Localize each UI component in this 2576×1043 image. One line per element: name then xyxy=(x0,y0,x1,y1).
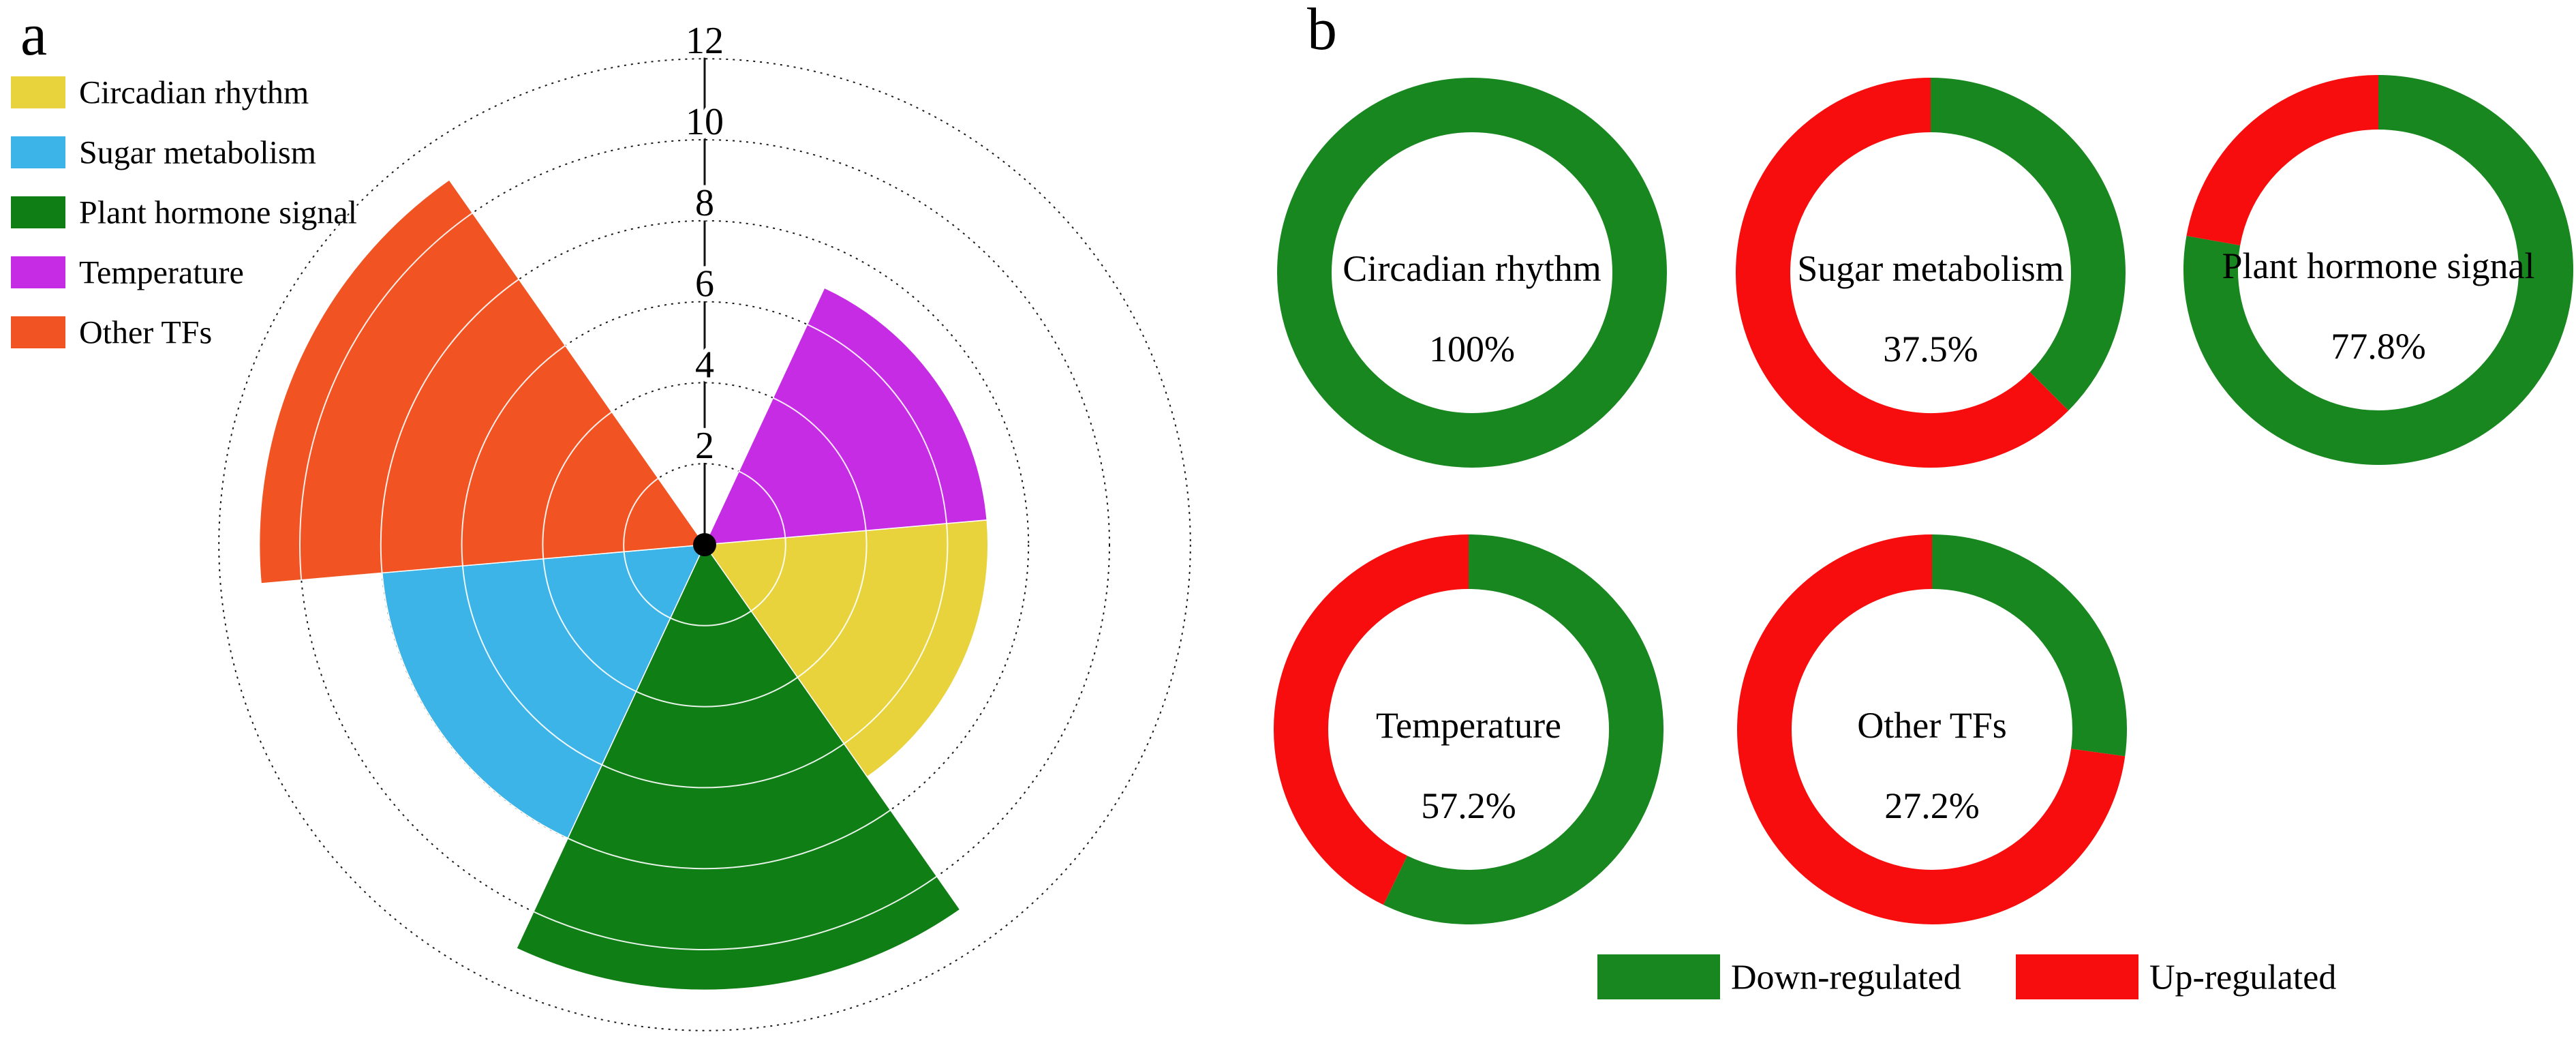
donut-down-arc xyxy=(1383,534,1663,924)
donut-title-0: Circadian rhythm xyxy=(1343,248,1601,289)
rose-legend-label-4: Other TFs xyxy=(79,315,212,351)
rose-tick-label-8: 8 xyxy=(695,182,714,224)
donut-down-arc xyxy=(2183,75,2573,465)
donut-down-arc xyxy=(1277,78,1667,468)
rose-grid-overlay-10 xyxy=(299,179,988,950)
donut-legend-label-1: Up-regulated xyxy=(2149,958,2336,997)
rose-legend-swatch-3 xyxy=(11,256,65,288)
donut-temperature: Temperature 57.2% xyxy=(1274,534,1663,924)
rose-tick-label-4: 4 xyxy=(695,344,714,386)
rose-legend-swatch-0 xyxy=(11,76,65,108)
donut-percentage-2: 77.8% xyxy=(2331,326,2425,367)
donut-legend-label-0: Down-regulated xyxy=(1731,958,1961,997)
donut-up-arc xyxy=(1737,534,2126,924)
rose-legend-swatch-4 xyxy=(11,316,65,348)
donut-up-arc xyxy=(1736,78,2069,468)
rose-wedges xyxy=(258,179,989,991)
donut-circadian-rhythm: Circadian rhythm 100% xyxy=(1277,78,1667,468)
donut-charts: Circadian rhythm 100% Sugar metabolism 37.5… xyxy=(1274,75,2573,924)
rose-tick-label-12: 12 xyxy=(686,20,724,62)
donut-down-arc xyxy=(1931,534,2127,757)
rose-wedge-plant-hormone-signal xyxy=(515,543,961,991)
rose-legend-swatch-1 xyxy=(11,136,65,168)
donut-up-arc xyxy=(1274,534,1469,905)
donut-percentage-3: 57.2% xyxy=(1421,785,1516,826)
rose-grid-circle-12 xyxy=(218,58,1191,1031)
donut-plant-hormone-signal: Plant hormone signal 77.8% xyxy=(2183,75,2573,465)
rose-legend-swatch-2 xyxy=(11,196,65,228)
donut-percentage-0: 100% xyxy=(1429,329,1515,369)
donut-title-4: Other TFs xyxy=(1857,705,2007,746)
donut-title-2: Plant hormone signal xyxy=(2222,245,2535,286)
rose-radial-axis: 2 4 6 8 10 12 xyxy=(681,15,729,556)
rose-legend-label-2: Plant hormone signal xyxy=(79,195,357,231)
donut-down-arc xyxy=(1930,78,2126,411)
donut-legend-swatch-0 xyxy=(1597,954,1720,999)
rose-legend-label-0: Circadian rhythm xyxy=(79,75,309,111)
donut-other-tfs: Other TFs 27.2% xyxy=(1737,534,2127,924)
donut-title-3: Temperature xyxy=(1376,705,1561,746)
donut-sugar-metabolism: Sugar metabolism 37.5% xyxy=(1736,78,2126,468)
donut-percentage-1: 37.5% xyxy=(1883,329,1978,369)
rose-tick-label-6: 6 xyxy=(695,263,714,305)
rose-center-dot xyxy=(693,533,716,556)
panel-b-label: b xyxy=(1307,0,1337,63)
rose-wedge-temperature xyxy=(703,287,988,545)
rose-wedge-other-tfs xyxy=(258,179,706,584)
rose-tick-label-2: 2 xyxy=(695,425,714,467)
donut-title-1: Sugar metabolism xyxy=(1797,248,2064,289)
donut-legend-swatch-1 xyxy=(2016,954,2138,999)
panel-a-label: a xyxy=(20,2,47,68)
rose-tick-label-10: 10 xyxy=(686,101,724,143)
rose-legend-label-1: Sugar metabolism xyxy=(79,135,316,171)
rose-legend-label-3: Temperature xyxy=(79,255,244,291)
rose-legend: Circadian rhythm Sugar metabolism Plant ho… xyxy=(11,75,357,351)
donut-up-arc xyxy=(2186,75,2379,246)
donut-legend: Down-regulated Up-regulated xyxy=(1597,954,2336,999)
donut-percentage-4: 27.2% xyxy=(1884,785,1979,826)
